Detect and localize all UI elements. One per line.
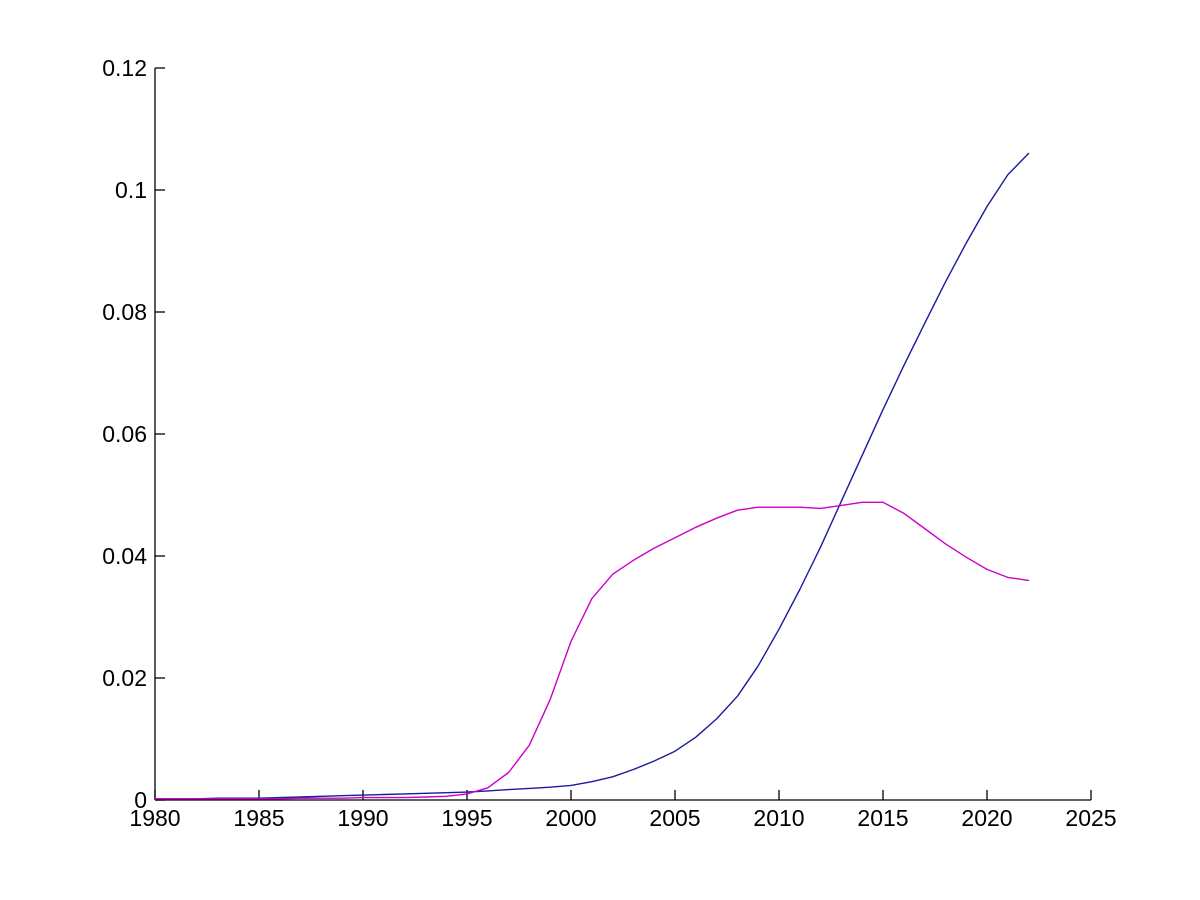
x-tick-label: 2010 xyxy=(753,805,804,831)
x-tick-label: 2025 xyxy=(1065,805,1116,831)
y-tick-label: 0.12 xyxy=(102,55,147,81)
x-tick-label: 1985 xyxy=(233,805,284,831)
x-tick-label: 2000 xyxy=(545,805,596,831)
y-tick-label: 0.1 xyxy=(115,177,147,203)
y-tick-label: 0 xyxy=(134,787,147,813)
x-tick-label: 1980 xyxy=(129,805,180,831)
x-tick-label: 1995 xyxy=(441,805,492,831)
magenta-peak-series xyxy=(154,501,1030,800)
x-tick-label: 2015 xyxy=(857,805,908,831)
y-tick-label: 0.08 xyxy=(102,299,147,325)
y-tick-label: 0.04 xyxy=(102,543,147,569)
x-tick-label: 2020 xyxy=(961,805,1012,831)
blue-sigmoid-series xyxy=(154,152,1030,800)
y-tick-label: 0.02 xyxy=(102,665,147,691)
x-tick-label: 2005 xyxy=(649,805,700,831)
x-tick-label: 1990 xyxy=(337,805,388,831)
y-tick-label: 0.06 xyxy=(102,421,147,447)
